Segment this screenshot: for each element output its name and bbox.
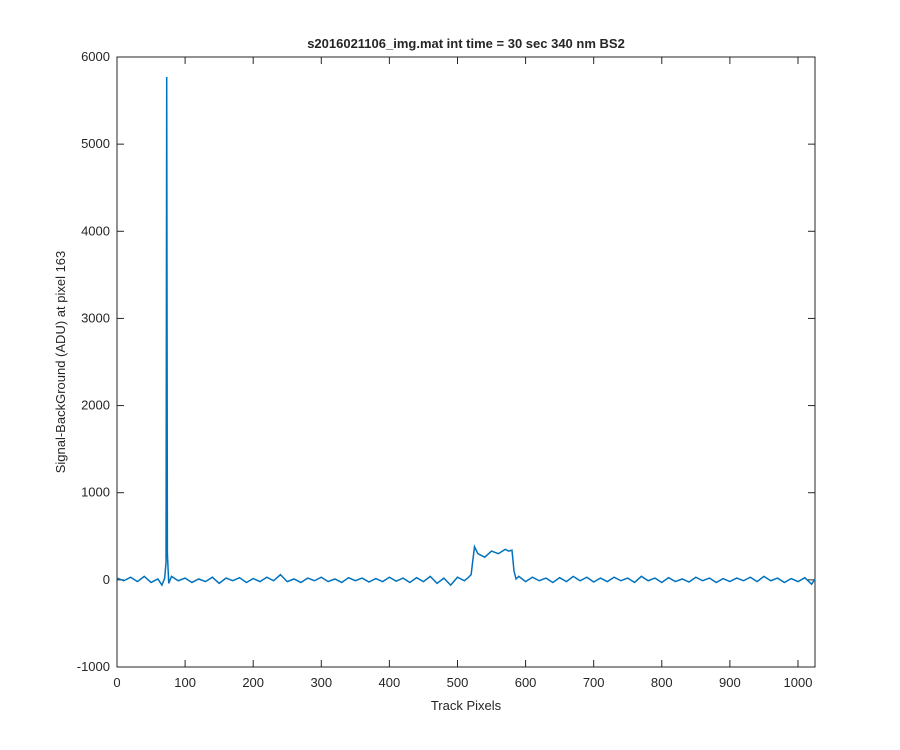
x-tick-label: 900 bbox=[719, 675, 741, 690]
y-axis-label: Signal-BackGround (ADU) at pixel 163 bbox=[53, 251, 68, 474]
x-tick-label: 600 bbox=[515, 675, 537, 690]
y-tick-label: 1000 bbox=[81, 485, 110, 500]
y-tick-label: 5000 bbox=[81, 136, 110, 151]
x-axis-label: Track Pixels bbox=[431, 698, 502, 713]
x-tick-label: 0 bbox=[113, 675, 120, 690]
x-tick-label: 700 bbox=[583, 675, 605, 690]
x-tick-label: 800 bbox=[651, 675, 673, 690]
y-tick-label: -1000 bbox=[77, 659, 110, 674]
x-tick-label: 400 bbox=[379, 675, 401, 690]
y-tick-label: 3000 bbox=[81, 310, 110, 325]
y-tick-label: 0 bbox=[103, 572, 110, 587]
x-tick-label: 100 bbox=[174, 675, 196, 690]
line-series bbox=[116, 77, 816, 587]
axes-box bbox=[116, 56, 816, 668]
y-tick-label: 4000 bbox=[81, 223, 110, 238]
y-tick-label: 2000 bbox=[81, 398, 110, 413]
x-tick-label: 1000 bbox=[784, 675, 813, 690]
chart-title: s2016021106_img.mat int time = 30 sec 34… bbox=[307, 36, 625, 51]
x-tick-label: 200 bbox=[242, 675, 264, 690]
x-tick-label: 300 bbox=[310, 675, 332, 690]
y-tick-label: 6000 bbox=[81, 49, 110, 64]
x-tick-label: 500 bbox=[447, 675, 469, 690]
